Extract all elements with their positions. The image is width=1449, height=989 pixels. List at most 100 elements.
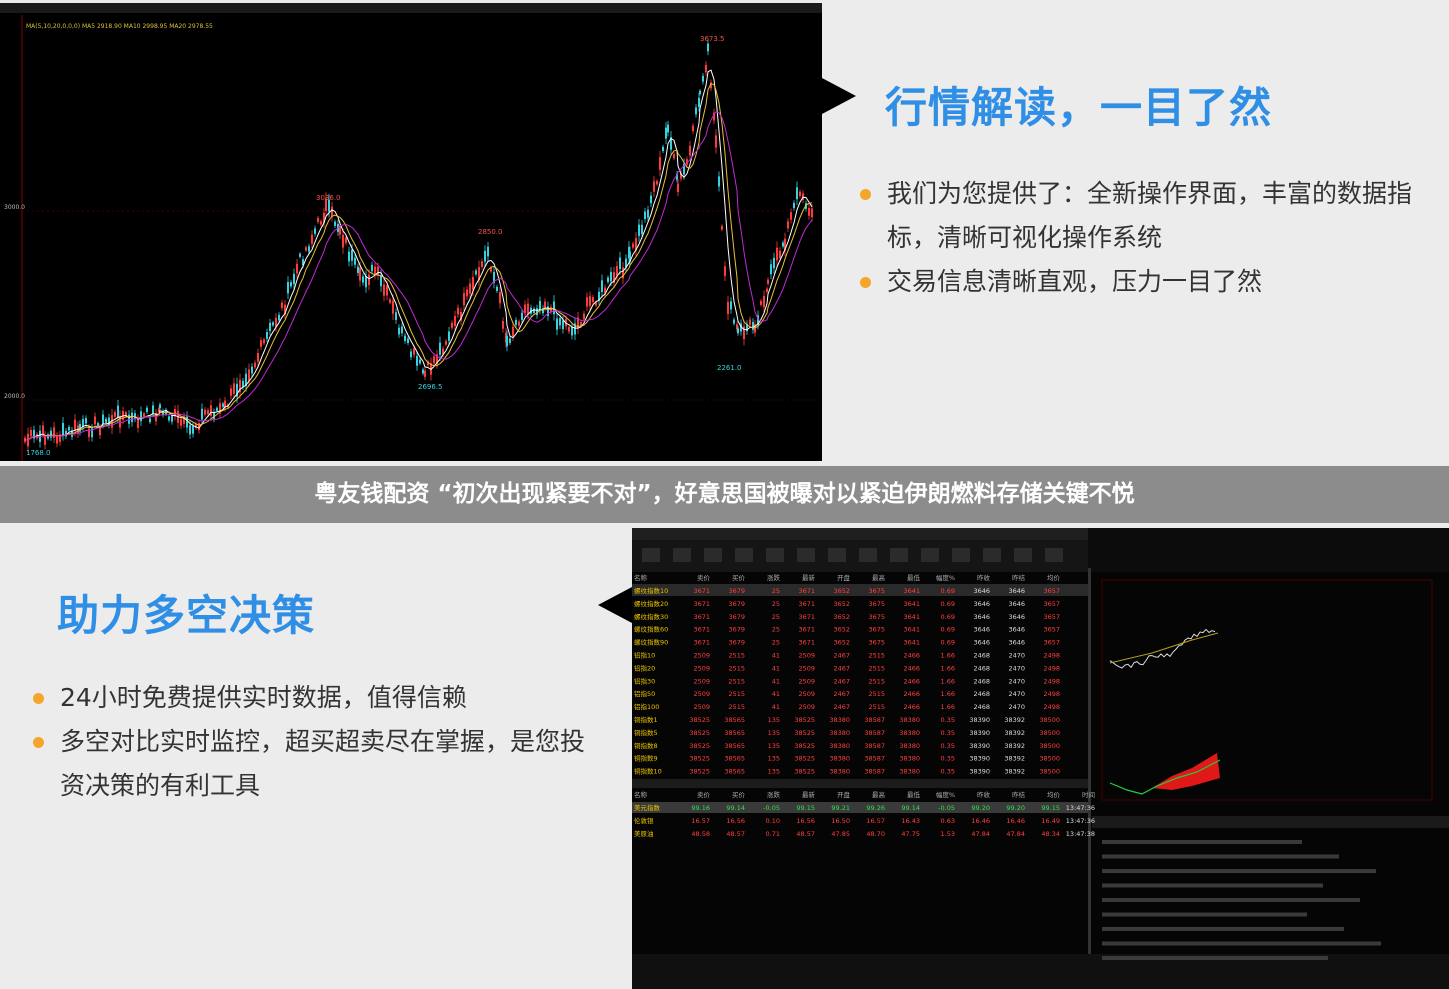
candle-body: [727, 301, 729, 314]
candle-body: [281, 302, 283, 309]
candle-body: [496, 286, 498, 291]
cell: 3646: [973, 626, 990, 634]
cell: 25: [772, 600, 780, 608]
candle-body: [210, 405, 212, 416]
column-header: 最新: [802, 573, 816, 582]
candle-body: [278, 314, 280, 321]
cell: 38390: [969, 742, 990, 750]
candle-body: [359, 268, 361, 281]
candle-body: [635, 238, 637, 251]
candle-body: [162, 410, 164, 416]
cell: 3675: [868, 587, 885, 595]
candle-body: [419, 359, 421, 364]
cell: 38525: [794, 742, 815, 750]
cell: 25: [772, 626, 780, 634]
candle-body: [293, 273, 295, 285]
cell: 3652: [833, 626, 850, 634]
candle-body: [248, 369, 250, 382]
cell: -0.05: [763, 804, 780, 812]
cell: 2466: [903, 703, 920, 711]
cell: 38565: [724, 755, 745, 763]
column-header: 昨结: [1012, 790, 1026, 799]
cell: 0.69: [941, 587, 955, 595]
cell: 38525: [689, 755, 710, 763]
candle-body: [311, 234, 313, 244]
cell: 38392: [1004, 716, 1025, 724]
candle-body: [776, 247, 778, 261]
cell: 3679: [728, 587, 745, 595]
candle-body: [339, 225, 341, 235]
cell: 2515: [728, 664, 745, 672]
column-header: 卖价: [697, 791, 711, 799]
bullet: 多空对比实时监控，超买超卖尽在掌握，是您投资决策的有利工具: [33, 720, 593, 808]
column-header: 幅度%: [936, 573, 955, 582]
candle-body: [395, 312, 397, 320]
candle-body: [466, 289, 468, 297]
cell: 38525: [689, 716, 710, 724]
cell: 3675: [868, 600, 885, 608]
axis-label: 3000.0: [4, 204, 25, 211]
cell: 41: [772, 677, 780, 685]
candle-body: [245, 373, 247, 386]
candle-body: [715, 135, 717, 148]
candle-body: [251, 366, 253, 374]
candle-body: [811, 208, 813, 218]
candle-body: [607, 277, 609, 282]
price-label: 2696.5: [418, 383, 443, 391]
candle-body: [670, 137, 672, 150]
candle-body: [493, 271, 495, 283]
candle-body: [79, 424, 81, 432]
candle-body: [111, 415, 113, 428]
candle-body: [571, 327, 573, 336]
candle-body: [342, 234, 344, 248]
candle-body: [219, 403, 221, 414]
candle-body: [195, 423, 197, 428]
candle-body: [547, 306, 549, 317]
cell: 3671: [798, 613, 815, 621]
candle-body: [536, 308, 538, 316]
candle-body: [595, 302, 597, 306]
cell: 2467: [833, 677, 850, 685]
cell: 3646: [973, 587, 990, 595]
cell: 2509: [693, 703, 710, 711]
candle-body: [644, 211, 646, 220]
column-header: 开盘: [837, 573, 851, 582]
cell: 3646: [973, 600, 990, 608]
candle-body: [619, 257, 621, 270]
news-line: [1102, 883, 1323, 888]
candle-body: [171, 415, 173, 422]
candle-body: [622, 267, 624, 279]
candle-body: [99, 427, 101, 436]
candle-body: [201, 408, 203, 420]
cell: 2509: [693, 677, 710, 685]
candle-body: [242, 380, 244, 387]
candle-body: [472, 276, 474, 290]
candle-body: [398, 327, 400, 335]
candle-body: [799, 191, 801, 197]
cell: 铝指30: [634, 676, 655, 685]
moving-average: [24, 83, 813, 441]
cell: 2498: [1043, 690, 1060, 698]
cell: 3671: [693, 626, 710, 634]
candle-body: [94, 416, 96, 425]
cell: 38525: [689, 768, 710, 776]
cell: 99.14: [901, 804, 920, 812]
cell: 2468: [973, 652, 990, 660]
candle-body: [490, 267, 492, 272]
column-header: 昨收: [977, 790, 991, 799]
candle-body: [686, 159, 688, 165]
candle-body: [183, 416, 185, 424]
divider: [1088, 568, 1091, 968]
price-label: 2261.0: [717, 364, 742, 372]
news-line: [1102, 927, 1344, 931]
candle-body: [770, 264, 772, 275]
cell: 2498: [1043, 703, 1060, 711]
candle-body: [222, 403, 224, 407]
candle-body: [442, 348, 444, 355]
price-chart: MA(5,10,20,0,0,0) MA5 2918.90 MA10 2998.…: [0, 3, 822, 461]
cell: 99.21: [831, 804, 850, 812]
mini-chart-frame: [1101, 579, 1433, 801]
moving-average: [24, 111, 813, 441]
cell: 3652: [833, 613, 850, 621]
cell: 2515: [728, 703, 745, 711]
